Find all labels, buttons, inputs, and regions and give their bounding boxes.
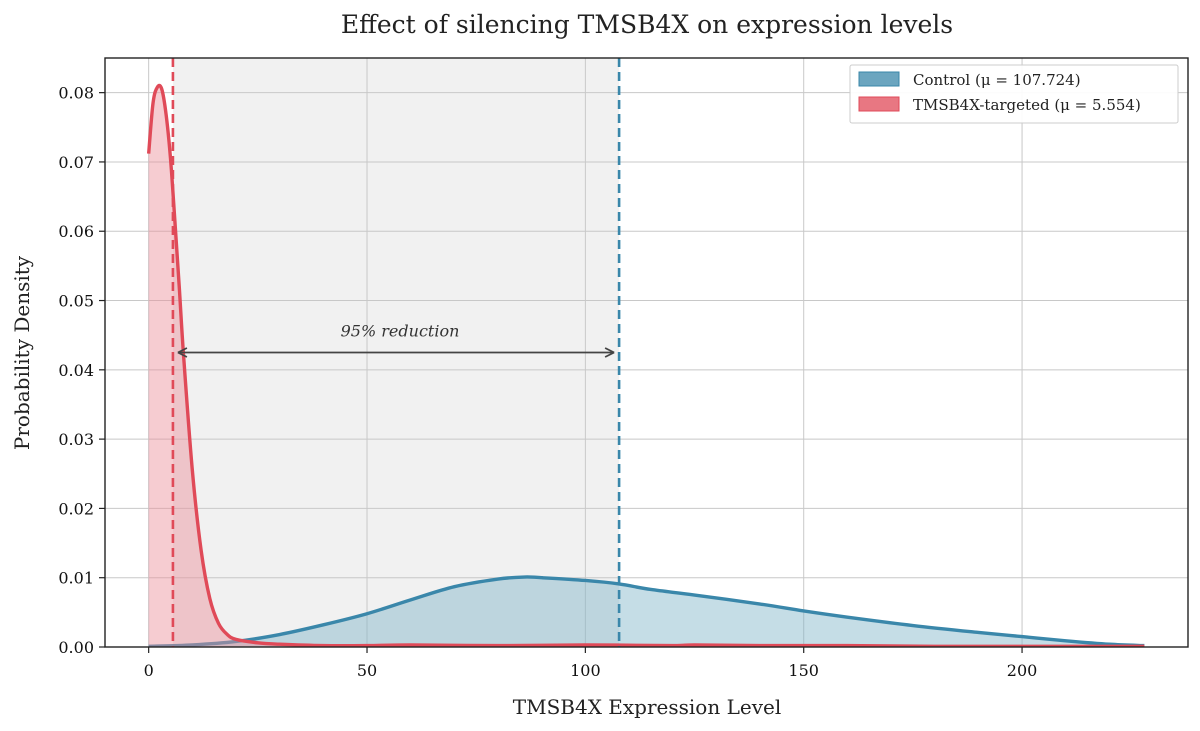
legend-label-1: TMSB4X-targeted (μ = 5.554)	[913, 96, 1141, 114]
legend: Control (μ = 107.724) TMSB4X-targeted (μ …	[849, 64, 1179, 124]
axes-frame	[104, 57, 1189, 648]
series-area-0	[148, 576, 1145, 647]
legend-box	[849, 64, 1179, 124]
x-tick-label: 50	[357, 661, 377, 680]
chart-title: Effect of silencing TMSB4X on expression…	[341, 10, 953, 39]
x-axis-label: TMSB4X Expression Level	[513, 695, 781, 719]
legend-swatch-0	[858, 71, 900, 87]
annotation-arrowhead-left	[177, 347, 188, 358]
annotation-arrowhead-right	[604, 347, 615, 358]
y-tick-label: 0.02	[58, 499, 94, 518]
series-group	[146, 83, 1145, 647]
series-line-0	[148, 575, 1145, 647]
y-tick-label: 0.06	[58, 222, 94, 241]
plot-area: 95% reduction 0 50 100 150 200 0.00 0.01 0.02 0.0…	[58, 57, 1189, 680]
series-line-1	[146, 83, 1145, 647]
y-tick-label: 0.04	[58, 361, 94, 380]
y-tick-label: 0.07	[58, 153, 94, 172]
x-tick-label: 0	[144, 661, 154, 680]
y-tick-label: 0.03	[58, 430, 94, 449]
y-tick-label: 0.00	[58, 638, 94, 657]
y-tick-label: 0.01	[58, 569, 94, 588]
annotation-text: 95% reduction	[341, 322, 460, 341]
y-tick-label: 0.05	[58, 292, 94, 311]
legend-label-0: Control (μ = 107.724)	[913, 71, 1081, 89]
x-tick-label: 150	[788, 661, 819, 680]
x-tick-label: 100	[570, 661, 601, 680]
y-axis-label: Probability Density	[10, 255, 34, 450]
x-tick-label: 200	[1007, 661, 1038, 680]
y-tick-label: 0.08	[58, 84, 94, 103]
legend-swatch-1	[858, 96, 900, 112]
